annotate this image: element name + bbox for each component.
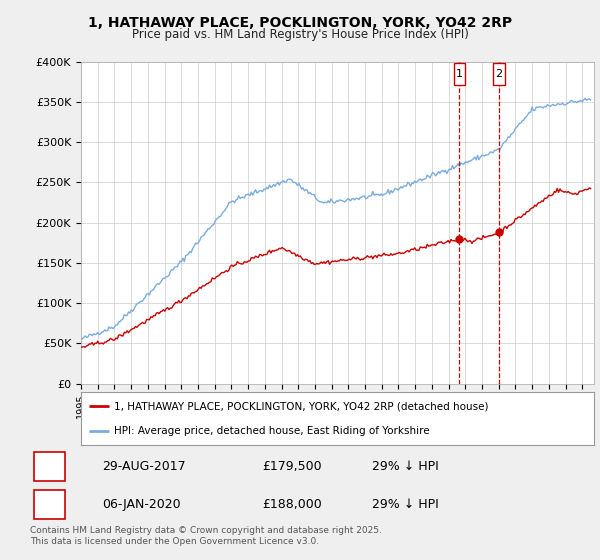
Text: 2: 2 xyxy=(496,69,503,79)
FancyBboxPatch shape xyxy=(454,63,466,85)
Text: 1, HATHAWAY PLACE, POCKLINGTON, YORK, YO42 2RP: 1, HATHAWAY PLACE, POCKLINGTON, YORK, YO… xyxy=(88,16,512,30)
Text: 06-JAN-2020: 06-JAN-2020 xyxy=(102,498,181,511)
Text: 2: 2 xyxy=(46,498,53,511)
FancyBboxPatch shape xyxy=(34,452,65,482)
Text: 29-AUG-2017: 29-AUG-2017 xyxy=(102,460,185,473)
FancyBboxPatch shape xyxy=(34,490,65,519)
Text: £179,500: £179,500 xyxy=(262,460,322,473)
Text: 29% ↓ HPI: 29% ↓ HPI xyxy=(372,498,439,511)
Text: 1: 1 xyxy=(46,460,53,473)
Text: HPI: Average price, detached house, East Riding of Yorkshire: HPI: Average price, detached house, East… xyxy=(115,426,430,436)
Text: Price paid vs. HM Land Registry's House Price Index (HPI): Price paid vs. HM Land Registry's House … xyxy=(131,28,469,41)
Text: 1, HATHAWAY PLACE, POCKLINGTON, YORK, YO42 2RP (detached house): 1, HATHAWAY PLACE, POCKLINGTON, YORK, YO… xyxy=(115,402,489,412)
Text: 1: 1 xyxy=(456,69,463,79)
FancyBboxPatch shape xyxy=(493,63,505,85)
Text: £188,000: £188,000 xyxy=(262,498,322,511)
Text: Contains HM Land Registry data © Crown copyright and database right 2025.
This d: Contains HM Land Registry data © Crown c… xyxy=(30,526,382,546)
Text: 29% ↓ HPI: 29% ↓ HPI xyxy=(372,460,439,473)
